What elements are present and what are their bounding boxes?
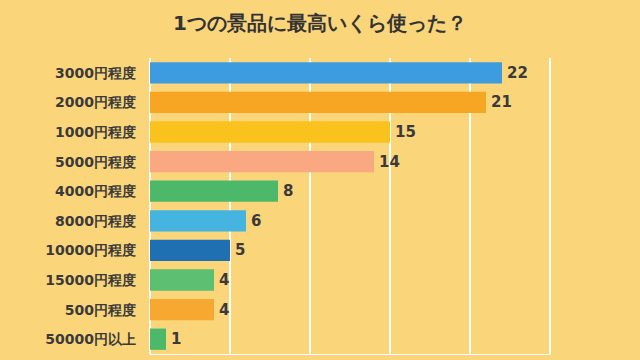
svg-text:4: 4 <box>219 271 229 289</box>
svg-text:1: 1 <box>171 330 181 348</box>
svg-text:4000円程度: 4000円程度 <box>55 183 136 199</box>
svg-text:1つの景品に最高いくら使った？: 1つの景品に最高いくら使った？ <box>173 11 467 35</box>
svg-text:15000円程度: 15000円程度 <box>45 272 136 288</box>
svg-text:15: 15 <box>395 123 416 141</box>
svg-text:2000円程度: 2000円程度 <box>55 94 136 110</box>
svg-text:10000円程度: 10000円程度 <box>45 242 136 258</box>
svg-text:8: 8 <box>283 182 293 200</box>
svg-text:5: 5 <box>235 241 245 259</box>
svg-text:4: 4 <box>219 301 229 319</box>
svg-text:50000円以上: 50000円以上 <box>45 331 136 347</box>
svg-text:21: 21 <box>491 93 512 111</box>
svg-text:22: 22 <box>507 64 528 82</box>
svg-text:8000円程度: 8000円程度 <box>55 213 136 229</box>
svg-text:1000円程度: 1000円程度 <box>55 124 136 140</box>
svg-text:5000円程度: 5000円程度 <box>55 154 136 170</box>
svg-text:6: 6 <box>251 212 261 230</box>
svg-text:3000円程度: 3000円程度 <box>55 65 136 81</box>
svg-text:14: 14 <box>379 153 400 171</box>
svg-text:500円程度: 500円程度 <box>65 302 136 318</box>
